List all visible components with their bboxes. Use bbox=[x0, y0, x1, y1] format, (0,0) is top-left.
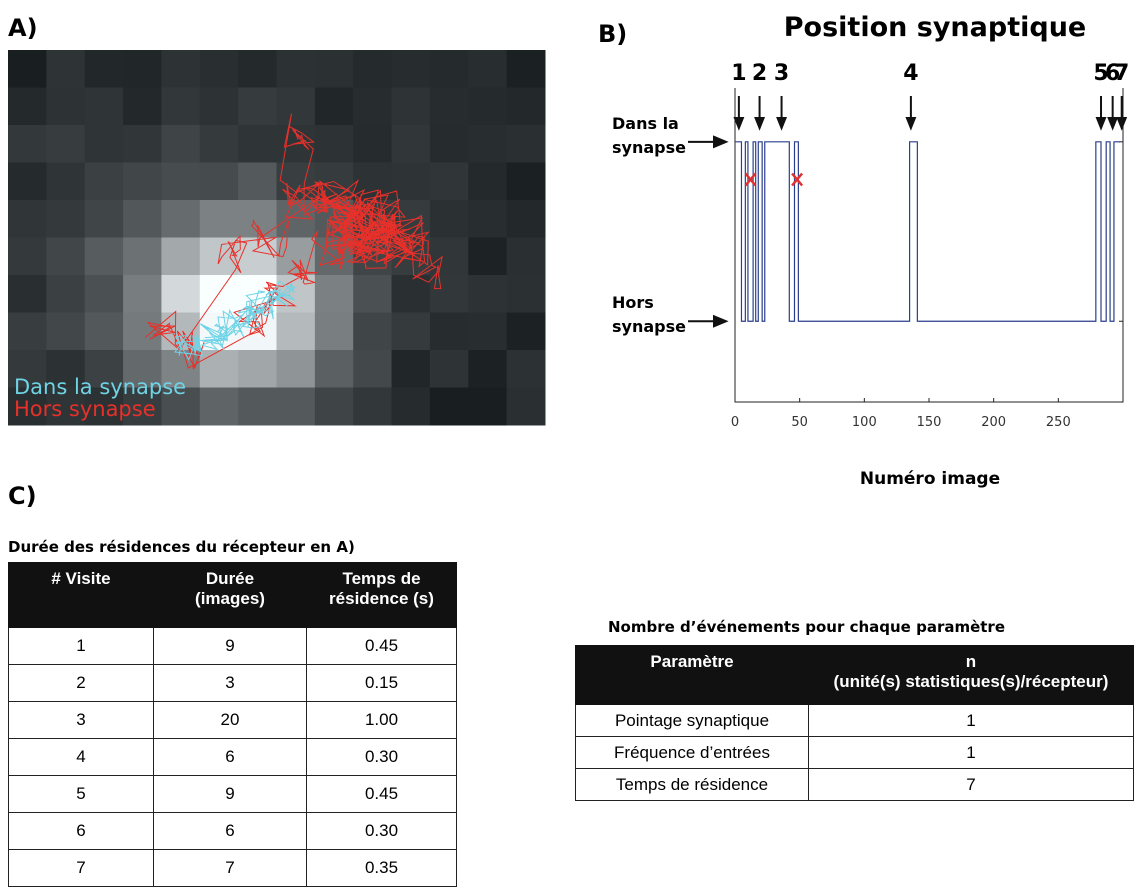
annotation-label: 4 bbox=[903, 61, 918, 86]
annotation-arrow bbox=[756, 96, 764, 128]
x-tick-label: 200 bbox=[981, 415, 1006, 430]
annotation-label: 7 bbox=[1114, 61, 1129, 86]
table-title: Durée des résidences du récepteur en A) bbox=[8, 538, 355, 556]
x-tick-label: 50 bbox=[791, 415, 808, 430]
table-cell: 0.45 bbox=[307, 628, 457, 665]
table-cell: 0.35 bbox=[307, 850, 457, 887]
table-cell: 1.00 bbox=[307, 702, 457, 739]
table-cell: Fréquence d’entrées bbox=[576, 737, 809, 769]
table-cell: 7 bbox=[9, 850, 154, 887]
x-tick-label: 0 bbox=[731, 415, 739, 430]
y-tick-label: Dans la synapse bbox=[612, 112, 702, 160]
x-axis-label: Numéro image bbox=[860, 469, 1000, 489]
annotation-arrow bbox=[907, 96, 915, 128]
x-tick-label: 250 bbox=[1046, 415, 1071, 430]
table-cell: 20 bbox=[154, 702, 307, 739]
annotation-arrow bbox=[778, 96, 786, 128]
excluded-marker bbox=[746, 174, 756, 186]
data-table: # VisiteDurée (images)Temps de résidence… bbox=[8, 562, 457, 887]
table-cell: 0.30 bbox=[307, 813, 457, 850]
annotation-label: 2 bbox=[752, 61, 767, 86]
table-cell: 7 bbox=[154, 850, 307, 887]
excluded-marker bbox=[792, 174, 802, 186]
y-tick-label: Hors synapse bbox=[612, 291, 702, 339]
table-cell: 3 bbox=[154, 665, 307, 702]
annotation-label: 1 bbox=[731, 61, 746, 86]
figure: A) B) C) Dans la synapseHors synapse Pos… bbox=[0, 0, 1143, 888]
table-cell: 6 bbox=[9, 813, 154, 850]
annotation-arrow bbox=[735, 96, 743, 128]
header-cell: # Visite bbox=[9, 563, 154, 628]
table-cell: 4 bbox=[9, 739, 154, 776]
annotation-arrow bbox=[1109, 96, 1117, 128]
header-cell: Temps de résidence (s) bbox=[307, 563, 457, 628]
x-tick-label: 150 bbox=[917, 415, 942, 430]
header-cell: Paramètre bbox=[576, 646, 809, 705]
table-cell: 1 bbox=[809, 705, 1134, 737]
x-tick-label: 100 bbox=[852, 415, 877, 430]
table-cell: 3 bbox=[9, 702, 154, 739]
table-cell: 9 bbox=[154, 628, 307, 665]
annotation-label: 3 bbox=[774, 61, 789, 86]
table-cell: 9 bbox=[154, 776, 307, 813]
table-cell: 6 bbox=[154, 813, 307, 850]
table-cell: 6 bbox=[154, 739, 307, 776]
table-cell: 0.45 bbox=[307, 776, 457, 813]
header-cell: Durée (images) bbox=[154, 563, 307, 628]
table-cell: 1 bbox=[9, 628, 154, 665]
table-cell: 0.30 bbox=[307, 739, 457, 776]
table-cell: 7 bbox=[809, 769, 1134, 801]
table-title: Nombre d’événements pour chaque paramètr… bbox=[608, 618, 1005, 636]
table-cell: Temps de résidence bbox=[576, 769, 809, 801]
table-cell: 1 bbox=[809, 737, 1134, 769]
annotation-arrow bbox=[1118, 96, 1126, 128]
step-line bbox=[735, 142, 1120, 321]
table-cell: 5 bbox=[9, 776, 154, 813]
chart-title: Position synaptique bbox=[784, 12, 1086, 43]
table-cell: 0.15 bbox=[307, 665, 457, 702]
table-cell: Pointage synaptique bbox=[576, 705, 809, 737]
axis-frame bbox=[735, 88, 1123, 402]
header-cell: n (unité(s) statistiques(s)/récepteur) bbox=[809, 646, 1134, 705]
annotation-arrow bbox=[1097, 96, 1105, 128]
table-cell: 2 bbox=[9, 665, 154, 702]
